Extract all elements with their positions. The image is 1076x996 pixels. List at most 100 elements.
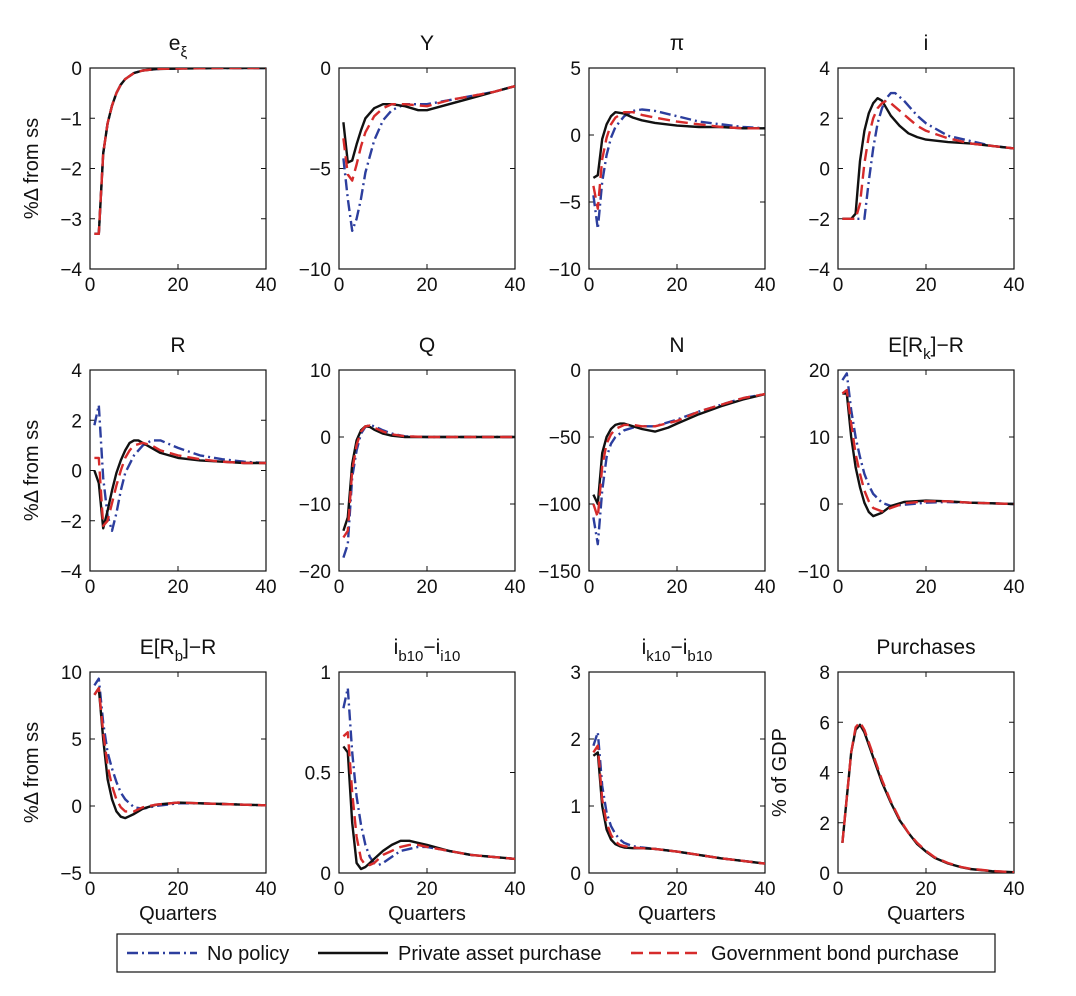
y-tick-label: −1 [60, 109, 82, 130]
panel-title: E[Rk]−R [888, 334, 964, 363]
y-tick-label: −5 [559, 193, 581, 214]
panel-title: Q [419, 334, 435, 357]
y-tick-label: −100 [538, 495, 581, 516]
y-tick-label: 0 [819, 864, 830, 885]
series-line-government-bond-purchase [592, 110, 765, 210]
panel-title: π [670, 32, 685, 55]
x-tick-label: 20 [666, 879, 687, 900]
x-tick-label: 0 [85, 577, 96, 598]
y-tick-label: 0 [320, 59, 331, 80]
x-tick-label: 0 [584, 275, 595, 296]
y-tick-label: 2 [570, 730, 581, 751]
panel-7: 0 20 40 0 −50 −100 −150 N [538, 334, 775, 598]
y-tick-label: 4 [819, 59, 830, 80]
series-line-government-bond-purchase [342, 84, 515, 182]
y-tick-label: 0 [570, 864, 581, 885]
plot-frame [89, 671, 267, 874]
y-tick-label: 20 [809, 361, 830, 382]
x-tick-label: 40 [504, 275, 525, 296]
y-tick-label: 1 [570, 797, 581, 818]
series-line-private-asset-purchase [94, 68, 266, 236]
panel-10: 0 20 40 1 0.5 0 ib10−ii10 Quarters [305, 636, 526, 925]
series-line-private-asset-purchase [842, 96, 1014, 221]
y-tick-label: 10 [310, 361, 331, 382]
y-tick-label: 0 [320, 864, 331, 885]
y-tick-label: 0 [320, 428, 331, 449]
x-tick-label: 40 [754, 275, 775, 296]
y-tick-label: 0 [570, 361, 581, 382]
x-tick-label: 20 [416, 275, 437, 296]
panel-title: N [669, 334, 684, 357]
panel-11: 0 20 40 3 2 1 0 ik10−ib10 Quarters [570, 636, 775, 925]
x-tick-label: 20 [416, 577, 437, 598]
y-tick-label: −50 [549, 428, 581, 449]
x-tick-label: 40 [1003, 577, 1024, 598]
x-tick-label: 40 [1003, 879, 1024, 900]
y-tick-label: 5 [570, 59, 581, 80]
y-tick-label: 10 [809, 428, 830, 449]
x-axis-label: Quarters [388, 903, 466, 925]
y-tick-label: 0 [71, 59, 82, 80]
series-line-government-bond-purchase [592, 392, 765, 519]
y-tick-label: −5 [309, 160, 331, 181]
x-tick-label: 40 [1003, 275, 1024, 296]
x-tick-label: 40 [255, 879, 276, 900]
series-line-government-bond-purchase [841, 721, 1014, 873]
y-tick-label: 0 [71, 797, 82, 818]
panel-title: E[Rb]−R [140, 636, 217, 665]
series-line-government-bond-purchase [592, 744, 765, 865]
y-tick-label: 0 [570, 126, 581, 147]
legend-box [116, 933, 996, 973]
legend-label: No policy [207, 943, 289, 965]
y-tick-label: 4 [71, 361, 82, 382]
series-line-no-policy [93, 677, 266, 810]
x-tick-label: 0 [85, 275, 96, 296]
x-tick-label: 20 [666, 577, 687, 598]
x-tick-label: 20 [167, 577, 188, 598]
panel-title: ib10−ii10 [394, 636, 461, 665]
plot-frame [837, 671, 1015, 874]
x-tick-label: 20 [915, 577, 936, 598]
y-axis-label: %Δ from ss [21, 118, 43, 219]
panel-6: 0 20 40 10 0 −10 −20 Q [299, 334, 526, 598]
y-axis-label: %Δ from ss [21, 420, 43, 521]
y-tick-label: −150 [538, 562, 581, 583]
y-tick-label: −20 [299, 562, 331, 583]
series-line-private-asset-purchase [93, 439, 266, 530]
y-tick-label: −2 [808, 210, 830, 231]
plot-frame [338, 369, 516, 572]
y-tick-label: −5 [60, 864, 82, 885]
series-line-private-asset-purchase [342, 425, 515, 532]
x-tick-label: 0 [833, 879, 844, 900]
x-tick-label: 20 [167, 275, 188, 296]
y-tick-label: 8 [819, 663, 830, 684]
x-tick-label: 0 [334, 275, 345, 296]
x-tick-label: 40 [255, 577, 276, 598]
series-line-government-bond-purchase [842, 99, 1014, 221]
legend: No policy Private asset purchase Governmen… [116, 933, 996, 973]
series-line-private-asset-purchase [342, 745, 515, 871]
x-tick-label: 0 [833, 275, 844, 296]
panel-title: R [170, 334, 185, 357]
series-line-no-policy [592, 392, 765, 546]
plot-frame [89, 67, 267, 270]
y-tick-label: −4 [60, 260, 82, 281]
y-tick-label: 0 [819, 495, 830, 516]
series-line-no-policy [342, 84, 515, 233]
x-axis-label: Quarters [638, 903, 716, 925]
series-line-no-policy [841, 372, 1014, 508]
x-tick-label: 40 [255, 275, 276, 296]
y-tick-label: −4 [808, 260, 830, 281]
legend-label: Government bond purchase [711, 943, 959, 965]
y-tick-label: 4 [819, 764, 830, 785]
series-line-private-asset-purchase [592, 392, 765, 506]
x-tick-label: 20 [416, 879, 437, 900]
x-tick-label: 40 [754, 577, 775, 598]
y-tick-label: −10 [798, 562, 830, 583]
x-tick-label: 0 [334, 879, 345, 900]
x-tick-label: 20 [167, 879, 188, 900]
panel-1: 0 20 40 0 −1 −2 −3 −4 eξ %Δ from ss [21, 32, 277, 296]
